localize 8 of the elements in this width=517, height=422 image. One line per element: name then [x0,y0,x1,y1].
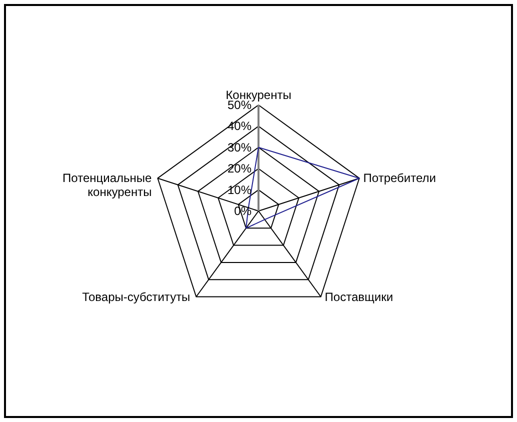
spoke-label: Поставщики [324,290,394,304]
spoke-label: Товары-субституты [82,290,190,304]
y-tick-label: 40% [227,119,252,134]
spoke-label: Потенциальные конкуренты [62,171,152,200]
y-tick-label: 30% [227,140,252,154]
spoke-label: Конкуренты [226,88,292,102]
spoke-label: Потребители [363,171,436,186]
y-tick-label: 20% [227,162,252,176]
